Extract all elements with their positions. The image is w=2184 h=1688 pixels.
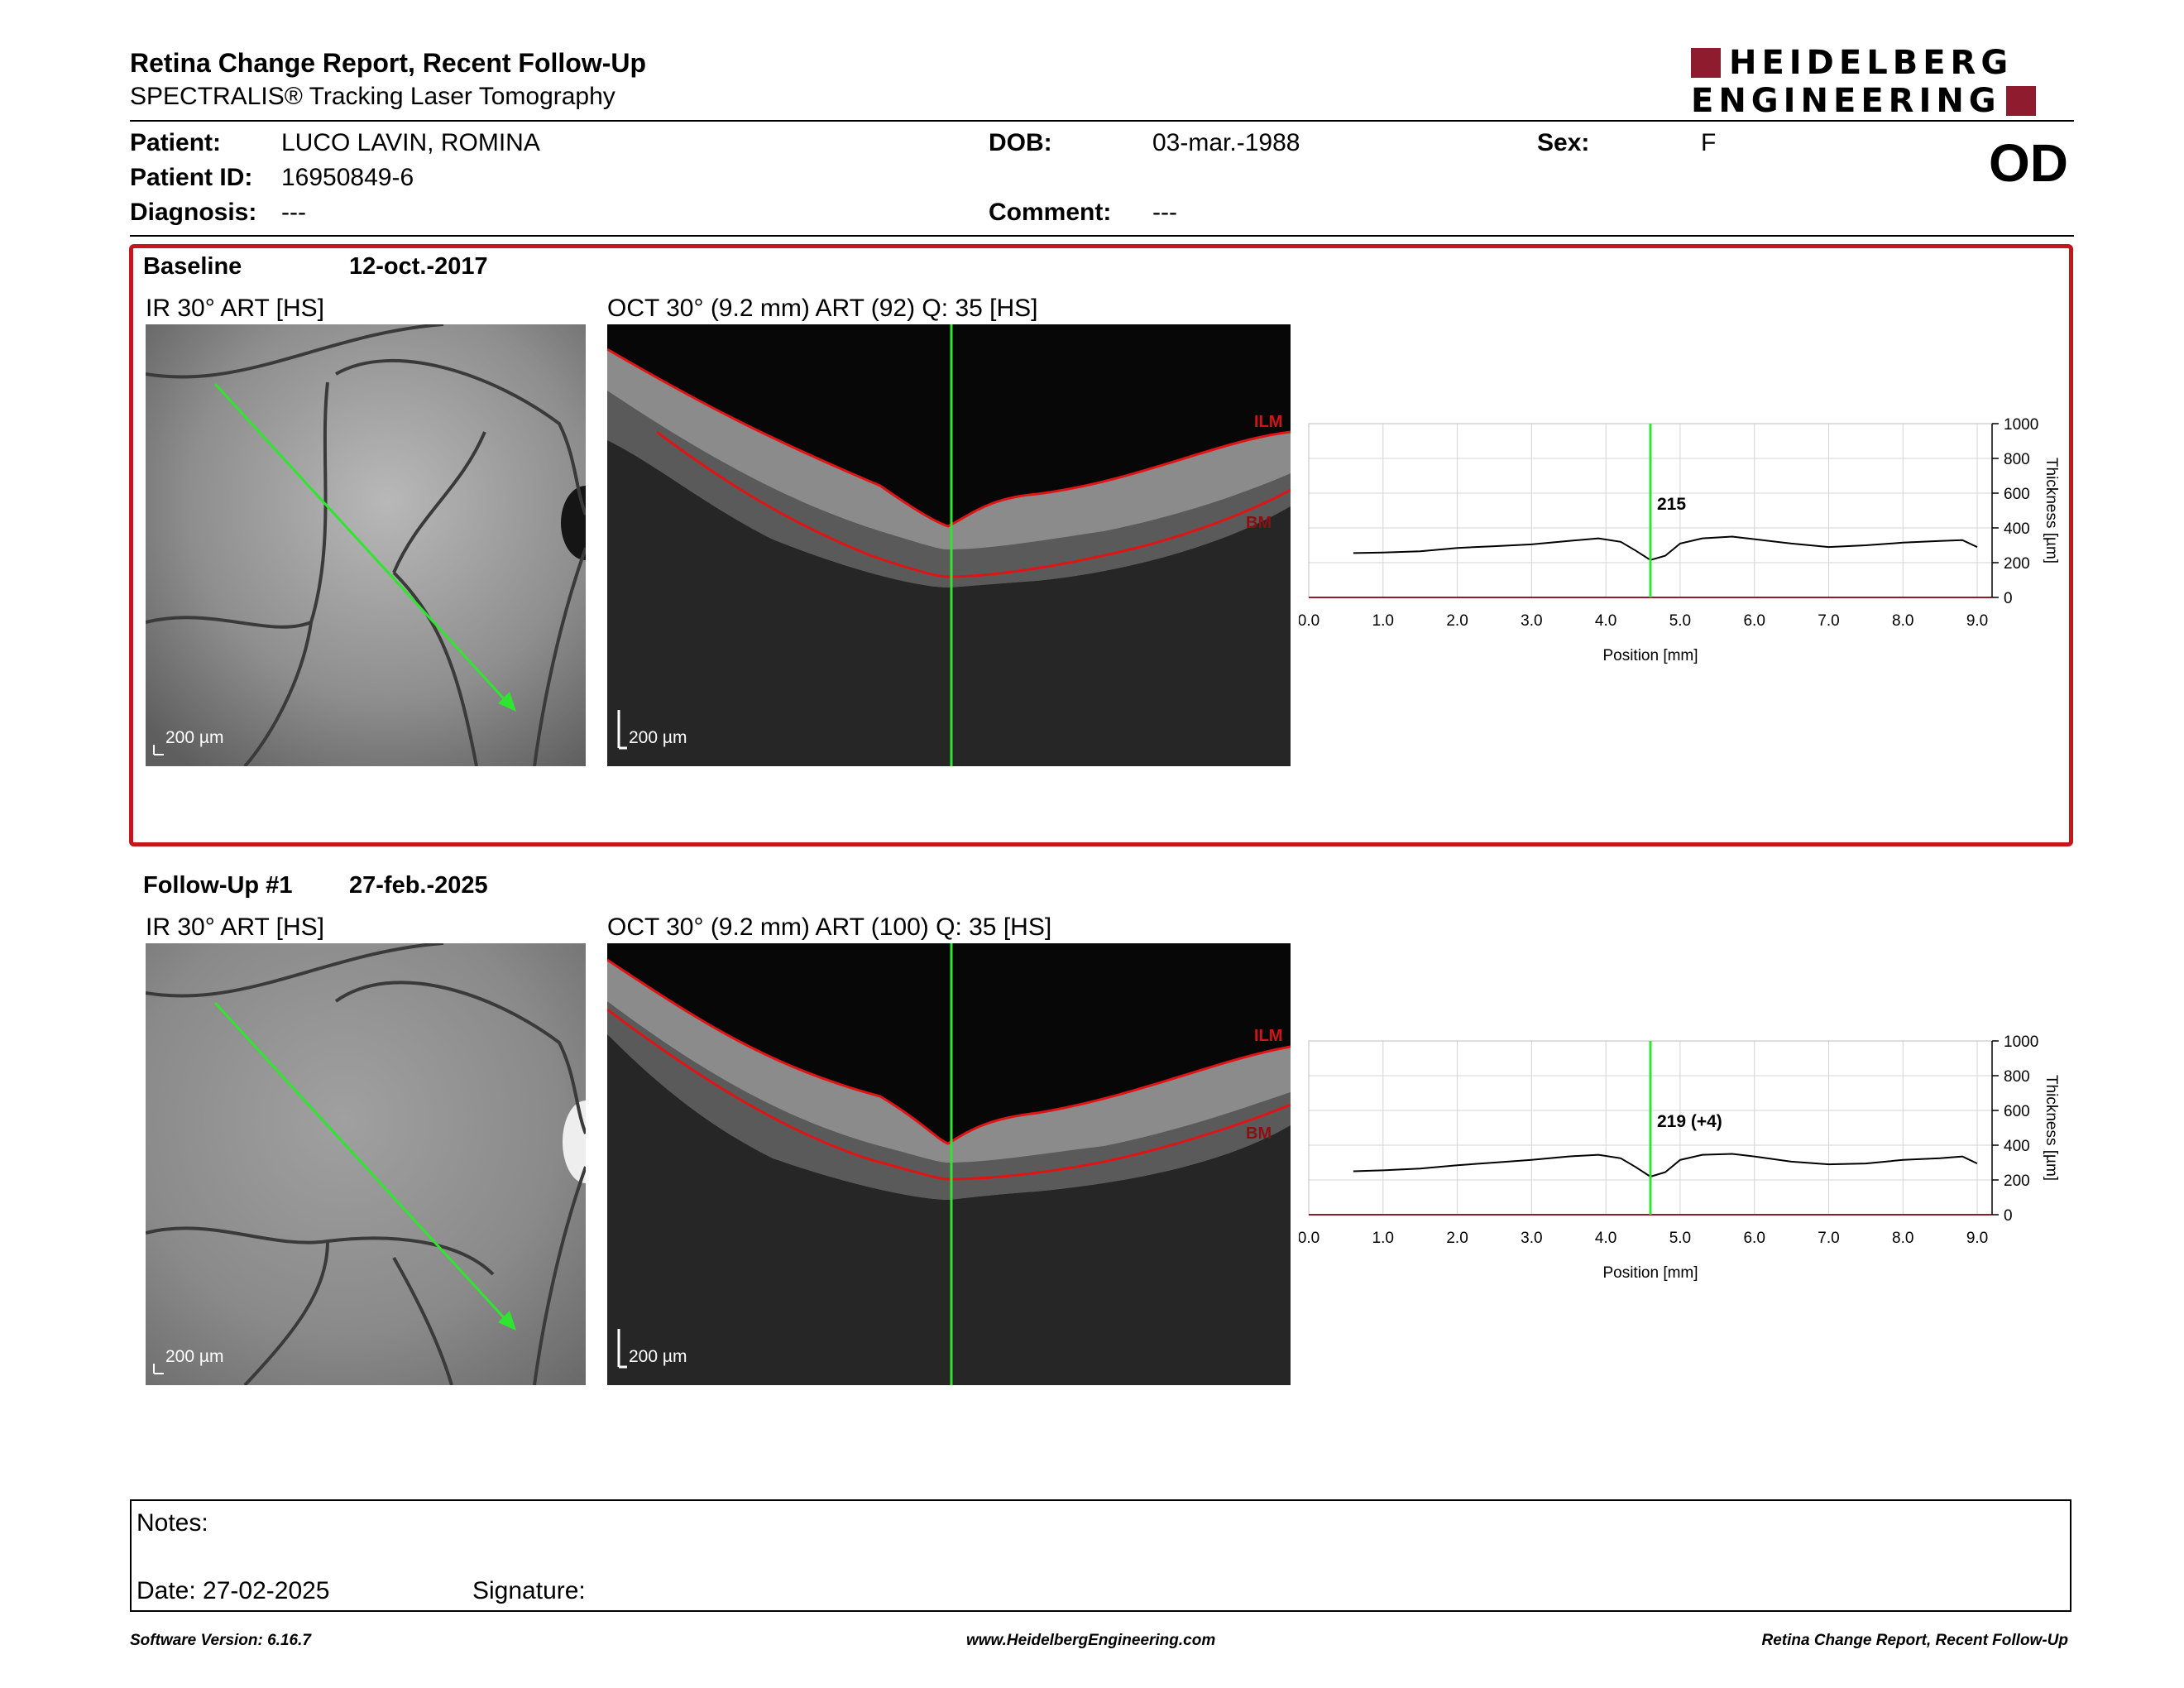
comment-value: --- xyxy=(1152,199,1177,226)
x-tick-label: 6.0 xyxy=(1743,612,1765,630)
baseline-thickness-chart: 0 200 400 600 800 1000 0.0 1.0 2.0 3.0 4.0 5.0 6.0 7.… xyxy=(1299,416,2060,664)
y-tick-label: 600 xyxy=(2004,1103,2030,1120)
sex-value: F xyxy=(1701,129,1717,156)
baseline-bm-label: BM xyxy=(1246,514,1272,532)
y-tick-label: 400 xyxy=(2004,520,2030,538)
patient-name: LUCO LAVIN, ROMINA xyxy=(281,129,540,156)
baseline-oct-scale: 200 µm xyxy=(629,728,687,747)
baseline-ir-fundus-image: 200 µm xyxy=(146,324,586,766)
y-tick-label: 200 xyxy=(2004,555,2030,573)
x-tick-label: 0.0 xyxy=(1299,1230,1320,1247)
y-axis-label: Thickness [µm] xyxy=(2043,1075,2060,1181)
x-tick-label: 9.0 xyxy=(1966,1230,1988,1247)
patient-id: 16950849-6 xyxy=(281,164,414,191)
y-tick-label: 0 xyxy=(2004,1207,2013,1225)
diagnosis-label: Diagnosis: xyxy=(130,199,257,226)
baseline-oct-label: OCT 30° (9.2 mm) ART (92) Q: 35 [HS] xyxy=(607,295,1038,322)
marker-thickness-label: 215 xyxy=(1657,495,1686,514)
x-tick-label: 7.0 xyxy=(1818,612,1839,630)
x-tick-label: 7.0 xyxy=(1818,1230,1839,1247)
x-tick-label: 2.0 xyxy=(1446,1230,1468,1247)
followup-oct-scale: 200 µm xyxy=(629,1347,687,1366)
eye-label: OD xyxy=(1989,133,2068,193)
x-tick-label: 5.0 xyxy=(1669,612,1691,630)
baseline-oct-bscan-image: ILM BM 200 µm xyxy=(607,324,1291,766)
logo-square-icon xyxy=(1691,48,1721,78)
followup-bm-label: BM xyxy=(1246,1125,1272,1143)
dob-label: DOB: xyxy=(989,129,1052,156)
x-axis-label: Position [mm] xyxy=(1602,1264,1698,1282)
followup-date: 27-feb.-2025 xyxy=(349,872,488,899)
y-tick-label: 0 xyxy=(2004,590,2013,607)
y-tick-label: 800 xyxy=(2004,451,2030,468)
followup-oct-bscan-image: ILM BM 200 µm xyxy=(607,943,1291,1385)
brand-line1: HEIDELBERG xyxy=(1729,44,2014,82)
notes-label: Notes: xyxy=(136,1509,208,1537)
y-tick-label: 600 xyxy=(2004,486,2030,503)
footer-version: Software Version: 6.16.7 xyxy=(130,1632,311,1649)
baseline-label: Baseline xyxy=(143,253,242,280)
followup-ir-scale: 200 µm xyxy=(165,1347,224,1366)
x-tick-label: 3.0 xyxy=(1521,612,1542,630)
followup-oct-label: OCT 30° (9.2 mm) ART (100) Q: 35 [HS] xyxy=(607,914,1052,941)
x-tick-label: 2.0 xyxy=(1446,612,1468,630)
logo-square-icon xyxy=(2005,86,2036,116)
baseline-ilm-label: ILM xyxy=(1254,413,1282,431)
x-tick-label: 1.0 xyxy=(1372,612,1394,630)
notes-date: Date: 27-02-2025 xyxy=(136,1577,330,1604)
x-tick-label: 0.0 xyxy=(1299,612,1320,630)
baseline-section-highlight xyxy=(129,244,2073,846)
footer-report-name: Retina Change Report, Recent Follow-Up xyxy=(1761,1632,2068,1649)
diagnosis-value: --- xyxy=(281,199,306,226)
y-tick-label: 800 xyxy=(2004,1068,2030,1086)
header-rule xyxy=(130,120,2074,122)
baseline-date: 12-oct.-2017 xyxy=(349,253,488,280)
x-tick-label: 8.0 xyxy=(1892,1230,1913,1247)
y-tick-label: 200 xyxy=(2004,1172,2030,1190)
y-tick-label: 1000 xyxy=(2004,1033,2038,1051)
followup-ilm-label: ILM xyxy=(1254,1027,1282,1045)
signature-label: Signature: xyxy=(472,1577,586,1604)
baseline-ir-label: IR 30° ART [HS] xyxy=(146,295,324,322)
footer-url[interactable]: www.HeidelbergEngineering.com xyxy=(966,1632,1216,1649)
dob-value: 03-mar.-1988 xyxy=(1152,129,1300,156)
followup-ir-label: IR 30° ART [HS] xyxy=(146,914,324,941)
comment-label: Comment: xyxy=(989,199,1112,226)
patient-id-label: Patient ID: xyxy=(130,164,253,191)
thickness-line xyxy=(1353,535,1978,561)
x-tick-label: 9.0 xyxy=(1966,612,1988,630)
y-axis-label: Thickness [µm] xyxy=(2043,458,2060,563)
x-tick-label: 8.0 xyxy=(1892,612,1913,630)
x-tick-label: 4.0 xyxy=(1595,612,1616,630)
report-subtitle: SPECTRALIS® Tracking Laser Tomography xyxy=(130,83,615,110)
followup-ir-fundus-image: 200 µm xyxy=(146,943,586,1385)
x-tick-label: 6.0 xyxy=(1743,1230,1765,1247)
brand-line2: ENGINEERING xyxy=(1691,82,2001,120)
patient-name-label: Patient: xyxy=(130,129,222,156)
notes-box[interactable]: Notes: Date: 27-02-2025 Signature: xyxy=(130,1499,2071,1612)
marker-thickness-label: 219 (+4) xyxy=(1657,1112,1722,1131)
x-tick-label: 3.0 xyxy=(1521,1230,1542,1247)
thickness-line xyxy=(1353,1153,1978,1178)
x-axis-label: Position [mm] xyxy=(1602,647,1698,664)
x-tick-label: 4.0 xyxy=(1595,1230,1616,1247)
sex-label: Sex: xyxy=(1537,129,1590,156)
info-rule xyxy=(130,235,2074,237)
x-tick-label: 5.0 xyxy=(1669,1230,1691,1247)
x-tick-label: 1.0 xyxy=(1372,1230,1394,1247)
baseline-ir-scale: 200 µm xyxy=(165,728,224,747)
followup-label: Follow-Up #1 xyxy=(143,872,293,899)
y-tick-label: 400 xyxy=(2004,1138,2030,1155)
followup-thickness-chart: 0 200 400 600 800 1000 0.0 1.0 2.0 3.0 4.0 5.0 6.0 7.… xyxy=(1299,1033,2060,1282)
y-tick-label: 1000 xyxy=(2004,416,2038,434)
report-title: Retina Change Report, Recent Follow-Up xyxy=(130,48,647,78)
brand-logo: HEIDELBERG ENGINEERING xyxy=(1691,46,2073,119)
